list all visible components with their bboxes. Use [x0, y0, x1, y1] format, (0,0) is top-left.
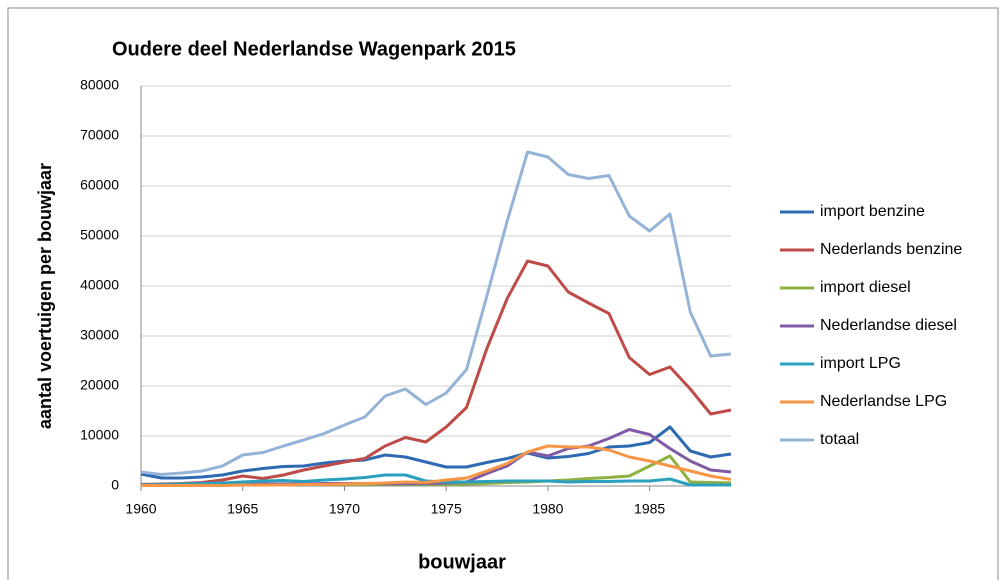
x-axis-label: bouwjaar [418, 551, 506, 573]
series-line [140, 150, 732, 476]
y-tick-label: 30000 [80, 327, 119, 343]
legend-label: totaal [820, 431, 859, 448]
legend-label: Nederlandse diesel [820, 317, 957, 334]
series-line [140, 259, 732, 486]
chart-title: Oudere deel Nederlandse Wagenpark 2015 [112, 38, 516, 60]
legend-label: Nederlands benzine [820, 241, 962, 258]
y-axis-label: aantal voertuigen per bouwjaar [35, 163, 55, 429]
y-tick-label: 10000 [80, 427, 119, 443]
legend-label: import diesel [820, 279, 911, 296]
series-line [141, 444, 732, 487]
legend-label: import benzine [820, 203, 925, 220]
series-line [140, 425, 732, 480]
y-tick-label: 0 [111, 477, 119, 493]
x-tick-label: 1970 [329, 501, 360, 517]
x-tick-label: 1960 [125, 501, 156, 517]
y-tick-label: 70000 [80, 127, 119, 143]
x-tick-label: 1985 [634, 501, 665, 517]
y-tick-label: 20000 [80, 377, 119, 393]
legend-label: import LPG [820, 355, 901, 372]
legend-label: Nederlandse LPG [820, 393, 947, 410]
x-tick-label: 1965 [227, 501, 258, 517]
y-tick-label: 60000 [80, 177, 119, 193]
y-tick-label: 40000 [80, 277, 119, 293]
y-tick-label: 50000 [80, 227, 119, 243]
x-tick-label: 1980 [532, 501, 563, 517]
x-tick-label: 1975 [431, 501, 462, 517]
y-tick-label: 80000 [80, 77, 119, 93]
